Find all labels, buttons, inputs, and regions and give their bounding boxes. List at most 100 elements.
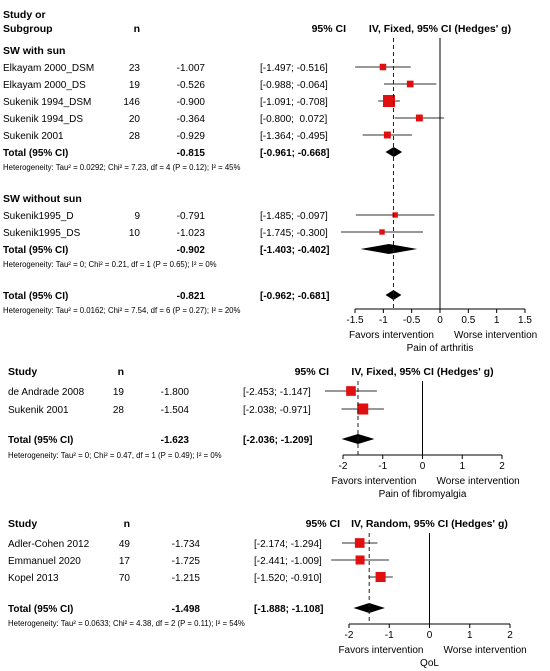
x-tick-label: 1 [467, 630, 473, 641]
study-ci: [-0.800; 0.072] [260, 114, 327, 125]
study-estimate: -1.725 [172, 556, 201, 567]
study-estimate: -1.023 [177, 228, 206, 239]
study-label: Sukenik 1994_DS [3, 114, 83, 125]
heterogeneity-text: Heterogeneity: Tau² = 0; Chi² = 0.47, df… [8, 451, 222, 460]
header-study: Study [8, 518, 37, 530]
x-axis-label: QoL [420, 658, 439, 669]
x-tick-label: 0.5 [461, 315, 475, 326]
study-n: 28 [113, 405, 125, 416]
forest-panel-3: Study n 95% CI IV, Random, 95% CI (Hedges' … [8, 518, 527, 669]
x-tick-label: -2 [339, 461, 348, 472]
total-ci: [-2.036; -1.209] [243, 435, 312, 446]
study-estimate: -0.791 [177, 211, 206, 222]
forest-panel-1: Study or Subgroup n 95% CI IV, Fixed, 95% CI… [3, 9, 537, 354]
total-ci: [-1.403; -0.402] [260, 245, 329, 256]
effect-square [346, 386, 356, 396]
total-ci: [-0.961; -0.668] [260, 148, 329, 159]
study-estimate: -1.215 [172, 573, 201, 584]
header-ci: 95% CI [312, 23, 347, 35]
study-ci: [-1.364; -0.495] [260, 131, 328, 142]
favors-right-label: Worse intervention [444, 645, 527, 656]
pooled-diamond [360, 244, 418, 254]
study-label: Sukenik 2001 [3, 131, 64, 142]
header-n: n [124, 518, 130, 530]
x-tick-label: 2 [499, 461, 505, 472]
favors-left-label: Favors intervention [338, 645, 423, 656]
pooled-diamond [353, 603, 385, 613]
study-ci: [-2.174; -1.294] [254, 539, 322, 550]
study-n: 19 [113, 387, 125, 398]
effect-square [415, 114, 423, 122]
effect-square [354, 538, 365, 548]
total-label: Total (95% CI) [8, 435, 73, 446]
heterogeneity-text: Heterogeneity: Tau² = 0.0162; Chi² = 7.5… [3, 306, 241, 315]
favors-left-label: Favors intervention [349, 330, 434, 341]
total-label: Total (95% CI) [8, 604, 73, 615]
effect-square [383, 95, 395, 107]
x-tick-label: 1 [459, 461, 465, 472]
x-tick-label: 0 [427, 630, 433, 641]
effect-square [383, 131, 391, 139]
total-ci: [-0.962; -0.681] [260, 291, 329, 302]
study-ci: [-2.038; -0.971] [243, 405, 311, 416]
x-tick-label: -1 [379, 315, 388, 326]
x-tick-label: 1.5 [518, 315, 532, 326]
study-label: de Andrade 2008 [8, 387, 85, 398]
subgroup-heading: SW without sun [3, 193, 82, 205]
study-ci: [-1.520; -0.910] [254, 573, 322, 584]
total-label: Total (95% CI) [3, 291, 68, 302]
study-label: Sukenik 1994_DSM [3, 97, 91, 108]
x-tick-label: -0.5 [403, 315, 421, 326]
heterogeneity-text: Heterogeneity: Tau² = 0.0292; Chi² = 7.2… [3, 163, 241, 172]
study-n: 23 [129, 63, 141, 74]
x-tick-label: -1 [378, 461, 387, 472]
study-label: Sukenik1995_DS [3, 228, 81, 239]
header-study: Study [8, 366, 37, 378]
x-tick-label: -2 [345, 630, 354, 641]
study-label: Emmanuel 2020 [8, 556, 81, 567]
header-n: n [134, 23, 140, 35]
study-ci: [-2.453; -1.147] [243, 387, 311, 398]
study-estimate: -0.929 [177, 131, 206, 142]
plot-title: IV, Random, 95% CI (Hedges' g) [351, 518, 508, 530]
effect-square [392, 212, 398, 218]
study-ci: [-1.091; -0.708] [260, 97, 328, 108]
x-tick-label: 1 [494, 315, 500, 326]
study-n: 10 [129, 228, 141, 239]
effect-square [406, 80, 414, 88]
plot-title: IV, Fixed, 95% CI (Hedges' g) [351, 366, 493, 378]
effect-square [375, 571, 386, 583]
study-estimate: -0.364 [177, 114, 206, 125]
x-tick-label: 0 [437, 315, 443, 326]
study-label: Sukenik 2001 [8, 405, 69, 416]
x-tick-label: -1 [385, 630, 394, 641]
study-estimate: -1.800 [161, 387, 190, 398]
pooled-diamond [385, 290, 402, 300]
header-ci: 95% CI [306, 518, 341, 530]
study-label: Adler-Cohen 2012 [8, 539, 90, 550]
x-tick-label: -1.5 [346, 315, 364, 326]
study-n: 49 [119, 539, 131, 550]
study-estimate: -1.007 [177, 63, 206, 74]
study-ci: [-0.988; -0.064] [260, 80, 328, 91]
study-label: Sukenik1995_D [3, 211, 74, 222]
header-subgroup: Subgroup [3, 23, 53, 35]
effect-square [379, 63, 387, 71]
heterogeneity-text: Heterogeneity: Tau² = 0; Chi² = 0.21, df… [3, 260, 217, 269]
study-estimate: -1.734 [172, 539, 201, 550]
x-axis-label: Pain of arthritis [407, 343, 474, 354]
header-study: Study or [3, 9, 46, 21]
effect-square [355, 555, 365, 565]
x-tick-label: 2 [507, 630, 513, 641]
header-ci: 95% CI [295, 366, 330, 378]
effect-square [357, 403, 369, 415]
study-ci: [-2.441; -1.009] [254, 556, 322, 567]
total-estimate: -1.498 [172, 604, 201, 615]
study-label: Elkayam 2000_DSM [3, 63, 94, 74]
total-ci: [-1.888; -1.108] [254, 604, 323, 615]
study-label: Elkayam 2000_DS [3, 80, 86, 91]
plot-title: IV, Fixed, 95% CI (Hedges' g) [369, 23, 511, 35]
header-n: n [118, 366, 124, 378]
study-estimate: -0.526 [177, 80, 206, 91]
study-estimate: -1.504 [161, 405, 190, 416]
